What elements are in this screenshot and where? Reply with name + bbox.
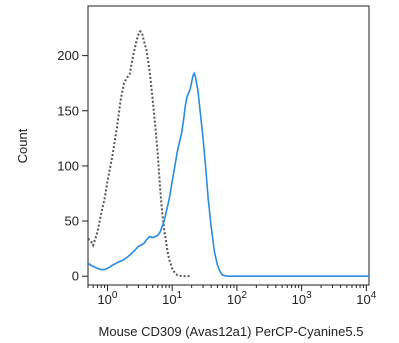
series-line-isotype-control xyxy=(87,29,192,278)
x-tick-label: 104 xyxy=(356,290,376,307)
y-tick-label: 200 xyxy=(57,48,79,63)
y-axis-title: Count xyxy=(15,128,30,163)
y-tick-label: 150 xyxy=(57,103,79,118)
x-axis-title: Mouse CD309 (Avas12a1) PerCP-Cyanine5.5 xyxy=(99,324,364,339)
plot-frame xyxy=(87,5,370,286)
plot-area xyxy=(87,5,370,286)
y-tick-label: 50 xyxy=(65,214,79,229)
series-line-cd309-stained xyxy=(87,71,369,277)
x-tick-label: 103 xyxy=(292,290,312,307)
x-axis: 100 101 102 103 104 xyxy=(87,285,377,307)
y-axis: 0 50 100 150 200 xyxy=(57,48,88,284)
x-tick-label: 100 xyxy=(97,290,117,307)
x-tick-label: 101 xyxy=(162,290,182,307)
x-tick-label: 102 xyxy=(227,290,247,307)
y-tick-label: 0 xyxy=(72,269,79,284)
y-tick-label: 100 xyxy=(57,158,79,173)
